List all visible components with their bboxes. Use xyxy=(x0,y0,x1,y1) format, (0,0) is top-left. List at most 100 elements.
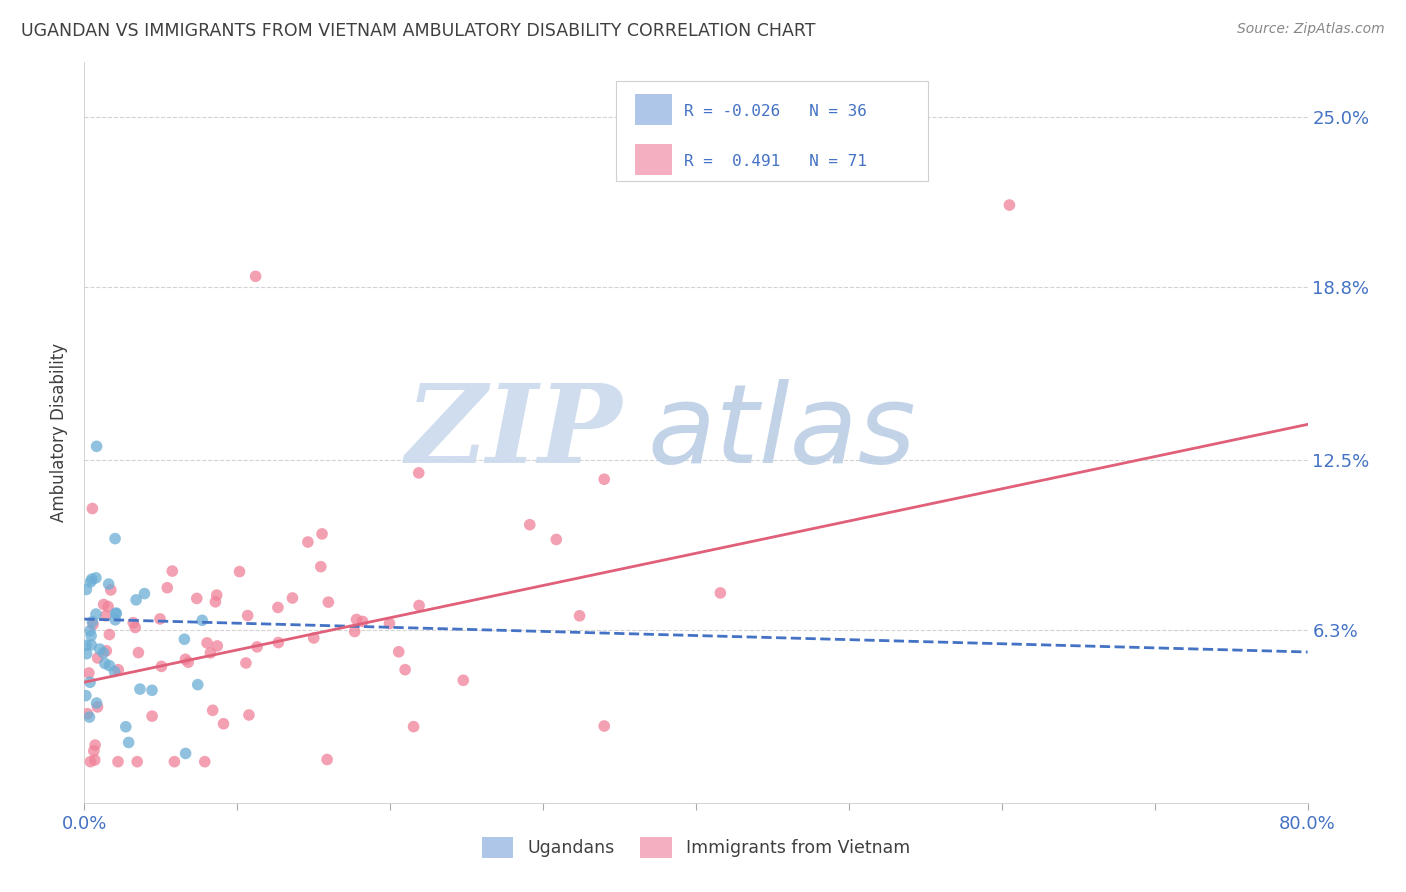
Point xyxy=(86,651,108,665)
Point xyxy=(107,755,129,769)
Point xyxy=(86,439,108,453)
Point xyxy=(141,683,163,698)
Point xyxy=(104,532,127,546)
Bar xyxy=(636,94,672,125)
Point xyxy=(281,591,304,605)
Point xyxy=(453,673,475,688)
Bar xyxy=(636,145,672,175)
Point xyxy=(163,755,186,769)
Point xyxy=(76,706,98,721)
Point xyxy=(77,665,100,680)
Point xyxy=(194,755,217,769)
Point xyxy=(75,638,97,652)
Point xyxy=(97,577,120,591)
Point xyxy=(201,703,224,717)
Point xyxy=(127,646,149,660)
Point xyxy=(80,629,103,643)
Point xyxy=(75,689,97,703)
Point xyxy=(378,616,401,631)
Point xyxy=(212,716,235,731)
Point xyxy=(709,586,731,600)
Point xyxy=(352,615,374,629)
Point xyxy=(546,533,568,547)
Point xyxy=(125,592,148,607)
Point xyxy=(205,588,228,602)
Y-axis label: Ambulatory Disability: Ambulatory Disability xyxy=(51,343,69,522)
Point xyxy=(177,655,200,669)
Point xyxy=(228,565,250,579)
Point xyxy=(76,647,98,661)
Point xyxy=(98,627,121,641)
Point xyxy=(114,720,136,734)
Point xyxy=(84,738,107,752)
Point xyxy=(79,675,101,690)
Point xyxy=(100,582,122,597)
Text: atlas: atlas xyxy=(647,379,915,486)
Point xyxy=(134,586,156,600)
Point xyxy=(107,663,129,677)
Point xyxy=(568,608,591,623)
Point xyxy=(195,636,218,650)
Point xyxy=(186,591,208,606)
Point xyxy=(93,646,115,660)
Point xyxy=(79,755,101,769)
Point xyxy=(408,466,430,480)
Point xyxy=(82,617,104,632)
Point xyxy=(75,582,97,597)
Point xyxy=(191,613,214,627)
Point xyxy=(80,638,103,652)
Point xyxy=(94,608,117,623)
Point xyxy=(388,645,411,659)
Point xyxy=(103,665,125,679)
Point xyxy=(311,527,333,541)
Point xyxy=(245,269,267,284)
Point xyxy=(309,559,332,574)
Point xyxy=(104,607,127,621)
Point xyxy=(118,735,141,749)
Point xyxy=(204,595,226,609)
Point xyxy=(89,642,111,657)
Point xyxy=(127,755,149,769)
Point xyxy=(174,652,197,666)
Point xyxy=(82,501,104,516)
Point xyxy=(82,615,104,629)
Point xyxy=(83,753,105,767)
Point xyxy=(593,719,616,733)
Point xyxy=(79,624,101,638)
Point xyxy=(105,606,128,620)
Point xyxy=(150,659,173,673)
Point xyxy=(149,612,172,626)
Text: Source: ZipAtlas.com: Source: ZipAtlas.com xyxy=(1237,22,1385,37)
Point xyxy=(187,678,209,692)
Point xyxy=(302,631,325,645)
Point xyxy=(394,663,416,677)
Point xyxy=(200,646,222,660)
Point xyxy=(235,656,257,670)
Text: R =  0.491   N = 71: R = 0.491 N = 71 xyxy=(683,154,866,169)
FancyBboxPatch shape xyxy=(616,81,928,181)
Point xyxy=(84,607,107,621)
Point xyxy=(98,658,121,673)
Point xyxy=(86,696,108,710)
Text: ZIP: ZIP xyxy=(406,379,623,486)
Point xyxy=(124,620,146,634)
Point xyxy=(156,581,179,595)
Point xyxy=(346,612,368,626)
Point xyxy=(79,710,101,724)
Point xyxy=(96,644,118,658)
Point xyxy=(519,517,541,532)
Point xyxy=(79,574,101,589)
Point xyxy=(316,752,339,766)
Text: R = -0.026   N = 36: R = -0.026 N = 36 xyxy=(683,104,866,120)
Point xyxy=(93,598,115,612)
Point xyxy=(173,632,195,647)
Point xyxy=(80,572,103,586)
Point xyxy=(408,599,430,613)
Point xyxy=(207,639,229,653)
Point xyxy=(238,708,260,723)
Point xyxy=(122,615,145,630)
Point xyxy=(94,657,117,671)
Point xyxy=(174,747,197,761)
Point xyxy=(402,720,425,734)
Point xyxy=(267,600,290,615)
